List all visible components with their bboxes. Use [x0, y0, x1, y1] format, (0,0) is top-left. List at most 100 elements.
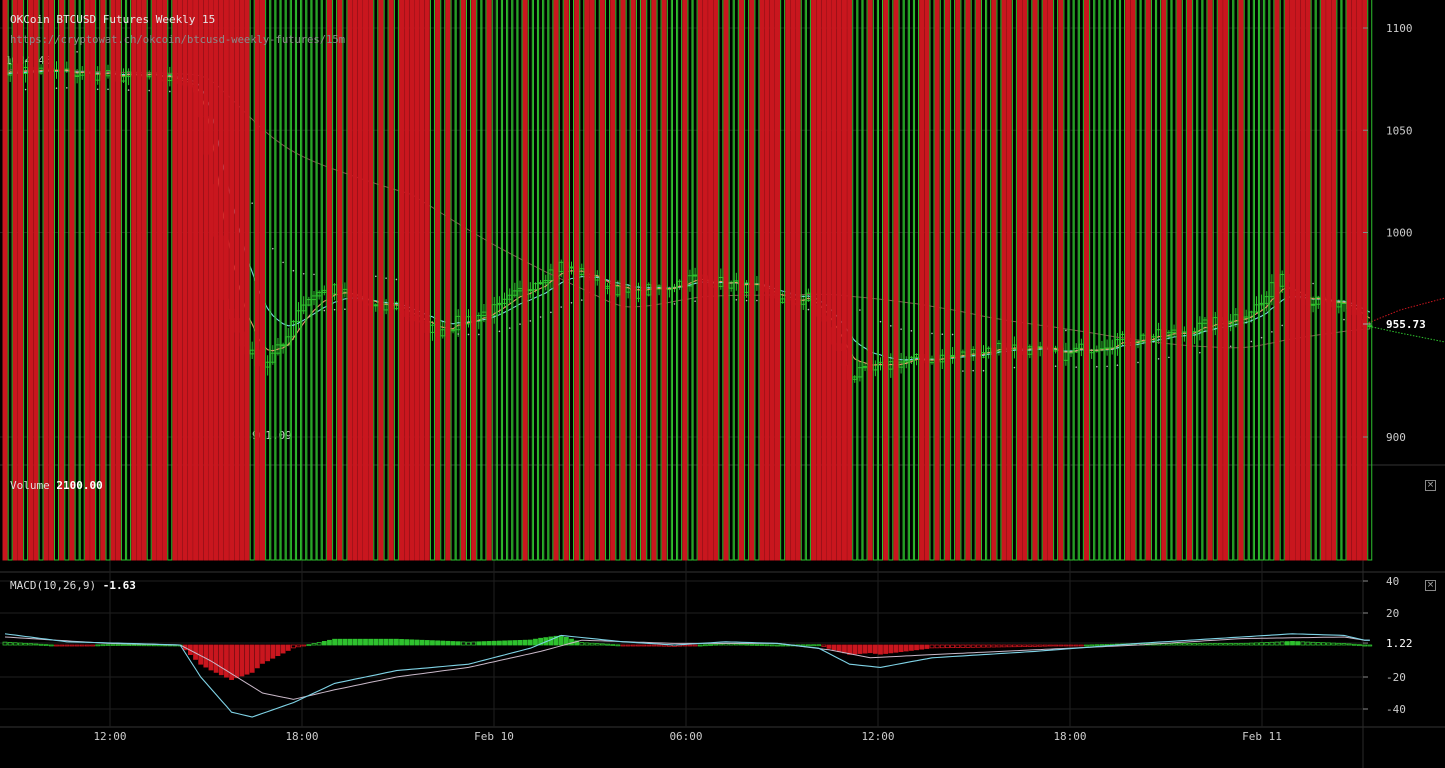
candle-body [527, 289, 533, 292]
volume-bar [172, 0, 178, 561]
band-dot [1281, 324, 1283, 327]
macd-hist-bar [1362, 644, 1367, 647]
macd-hist-bar [1171, 643, 1177, 646]
volume-bar [682, 0, 688, 561]
volume-bar [120, 0, 126, 561]
band-dot [344, 308, 346, 310]
macd-hist-bar [996, 644, 1002, 648]
macd-hist-bar [33, 643, 39, 646]
macd-hist-bar [260, 644, 265, 664]
band-dot [982, 369, 985, 372]
band-dot [395, 278, 398, 281]
macd-hist-bar [1228, 643, 1234, 646]
macd-hist-bar [780, 644, 786, 647]
volume-bar [229, 0, 235, 561]
volume-bar [1114, 0, 1120, 561]
macd-hist-bar [74, 644, 80, 647]
macd-hist-bar [1218, 643, 1223, 646]
volume-bar [816, 0, 822, 561]
macd-hist-bar [296, 644, 301, 648]
volume-bar [218, 0, 224, 561]
macd-signal-line [4, 636, 1370, 700]
macd-hist-bar [579, 642, 585, 646]
volume-bar [841, 0, 847, 561]
band-dot [756, 299, 758, 302]
volume-bar [929, 0, 935, 561]
macd-hist-bar [847, 644, 852, 655]
macd-hist-bar [517, 640, 523, 646]
volume-bar [1346, 0, 1352, 561]
macd-hist-bar [1254, 642, 1259, 646]
chart-url[interactable]: https://cryptowat.ch/okcoin/btcusd-weekl… [10, 34, 346, 46]
macd-hist-bar [836, 644, 842, 652]
macd-hist-bar [507, 640, 513, 646]
volume-bar [1197, 0, 1203, 561]
band-dot [1054, 365, 1057, 367]
band-dot [323, 309, 326, 312]
volume-bar [795, 0, 801, 561]
volume-bar [1367, 0, 1373, 561]
volume-bar [162, 0, 168, 561]
macd-hist-bar [553, 635, 559, 646]
band-dot [910, 330, 913, 332]
volume-bar [270, 0, 276, 561]
macd-hist-bar [414, 639, 420, 646]
macd-hist-bar [43, 644, 49, 647]
volume-bar [826, 0, 832, 561]
macd-hist-bar [409, 639, 415, 646]
macd-hist-bar [1094, 644, 1100, 647]
volume-bar [934, 0, 940, 561]
volume-bar [7, 0, 13, 561]
macd-hist-bar [533, 638, 538, 646]
macd-hist-bar [656, 644, 662, 647]
macd-hist-bar [939, 644, 945, 649]
band-dot [1096, 365, 1098, 368]
macd-hist-bar [244, 644, 250, 675]
macd-hist-bar [1357, 644, 1362, 647]
projection-down-line [1362, 324, 1445, 343]
volume-bar [69, 0, 75, 561]
macd-hist-bar [399, 639, 404, 646]
macd-hist-bar [831, 644, 837, 651]
volume-bar [867, 0, 873, 561]
macd-hist-bar [1073, 644, 1079, 647]
macd-hist-bar [898, 644, 904, 653]
macd-hist-bar [280, 644, 286, 654]
volume-bar [203, 0, 209, 561]
band-dot [673, 303, 676, 305]
macd-hist-bar [919, 644, 925, 650]
volume-bar [249, 0, 255, 561]
macd-hist-bar [754, 644, 760, 646]
macd-hist-bar [739, 643, 744, 646]
volume-bar [110, 0, 116, 561]
macd-hist-bar [301, 644, 307, 647]
volume-bar [738, 0, 744, 561]
macd-hist-bar [1084, 644, 1089, 647]
macd-hist-bar [491, 640, 497, 646]
macd-hist-bar [115, 644, 121, 646]
macd-hist-bar [842, 644, 847, 654]
volume-bar [182, 0, 188, 561]
macd-hist-bar [1053, 644, 1058, 647]
volume-bar [1058, 0, 1064, 561]
macd-hist-bar [975, 644, 981, 648]
volume-bar [1233, 0, 1239, 561]
macd-hist-bar [852, 644, 858, 655]
volume-close-icon[interactable]: × [1425, 480, 1436, 491]
volume-bar [1135, 0, 1141, 561]
volume-bar [213, 0, 219, 561]
volume-bar [944, 0, 950, 561]
volume-bar [821, 0, 827, 561]
volume-bar [1217, 0, 1223, 561]
macd-hist-bar [1326, 642, 1331, 646]
volume-bar [136, 0, 142, 561]
volume-bar [1269, 0, 1275, 561]
macd-close-icon[interactable]: × [1425, 580, 1436, 591]
macd-hist-bar [229, 644, 235, 680]
band-dot [313, 273, 315, 276]
macd-tick-label: -40 [1386, 703, 1406, 716]
macd-hist-bar [476, 641, 482, 646]
volume-bar [1068, 0, 1074, 561]
macd-hist-bar [275, 644, 281, 657]
